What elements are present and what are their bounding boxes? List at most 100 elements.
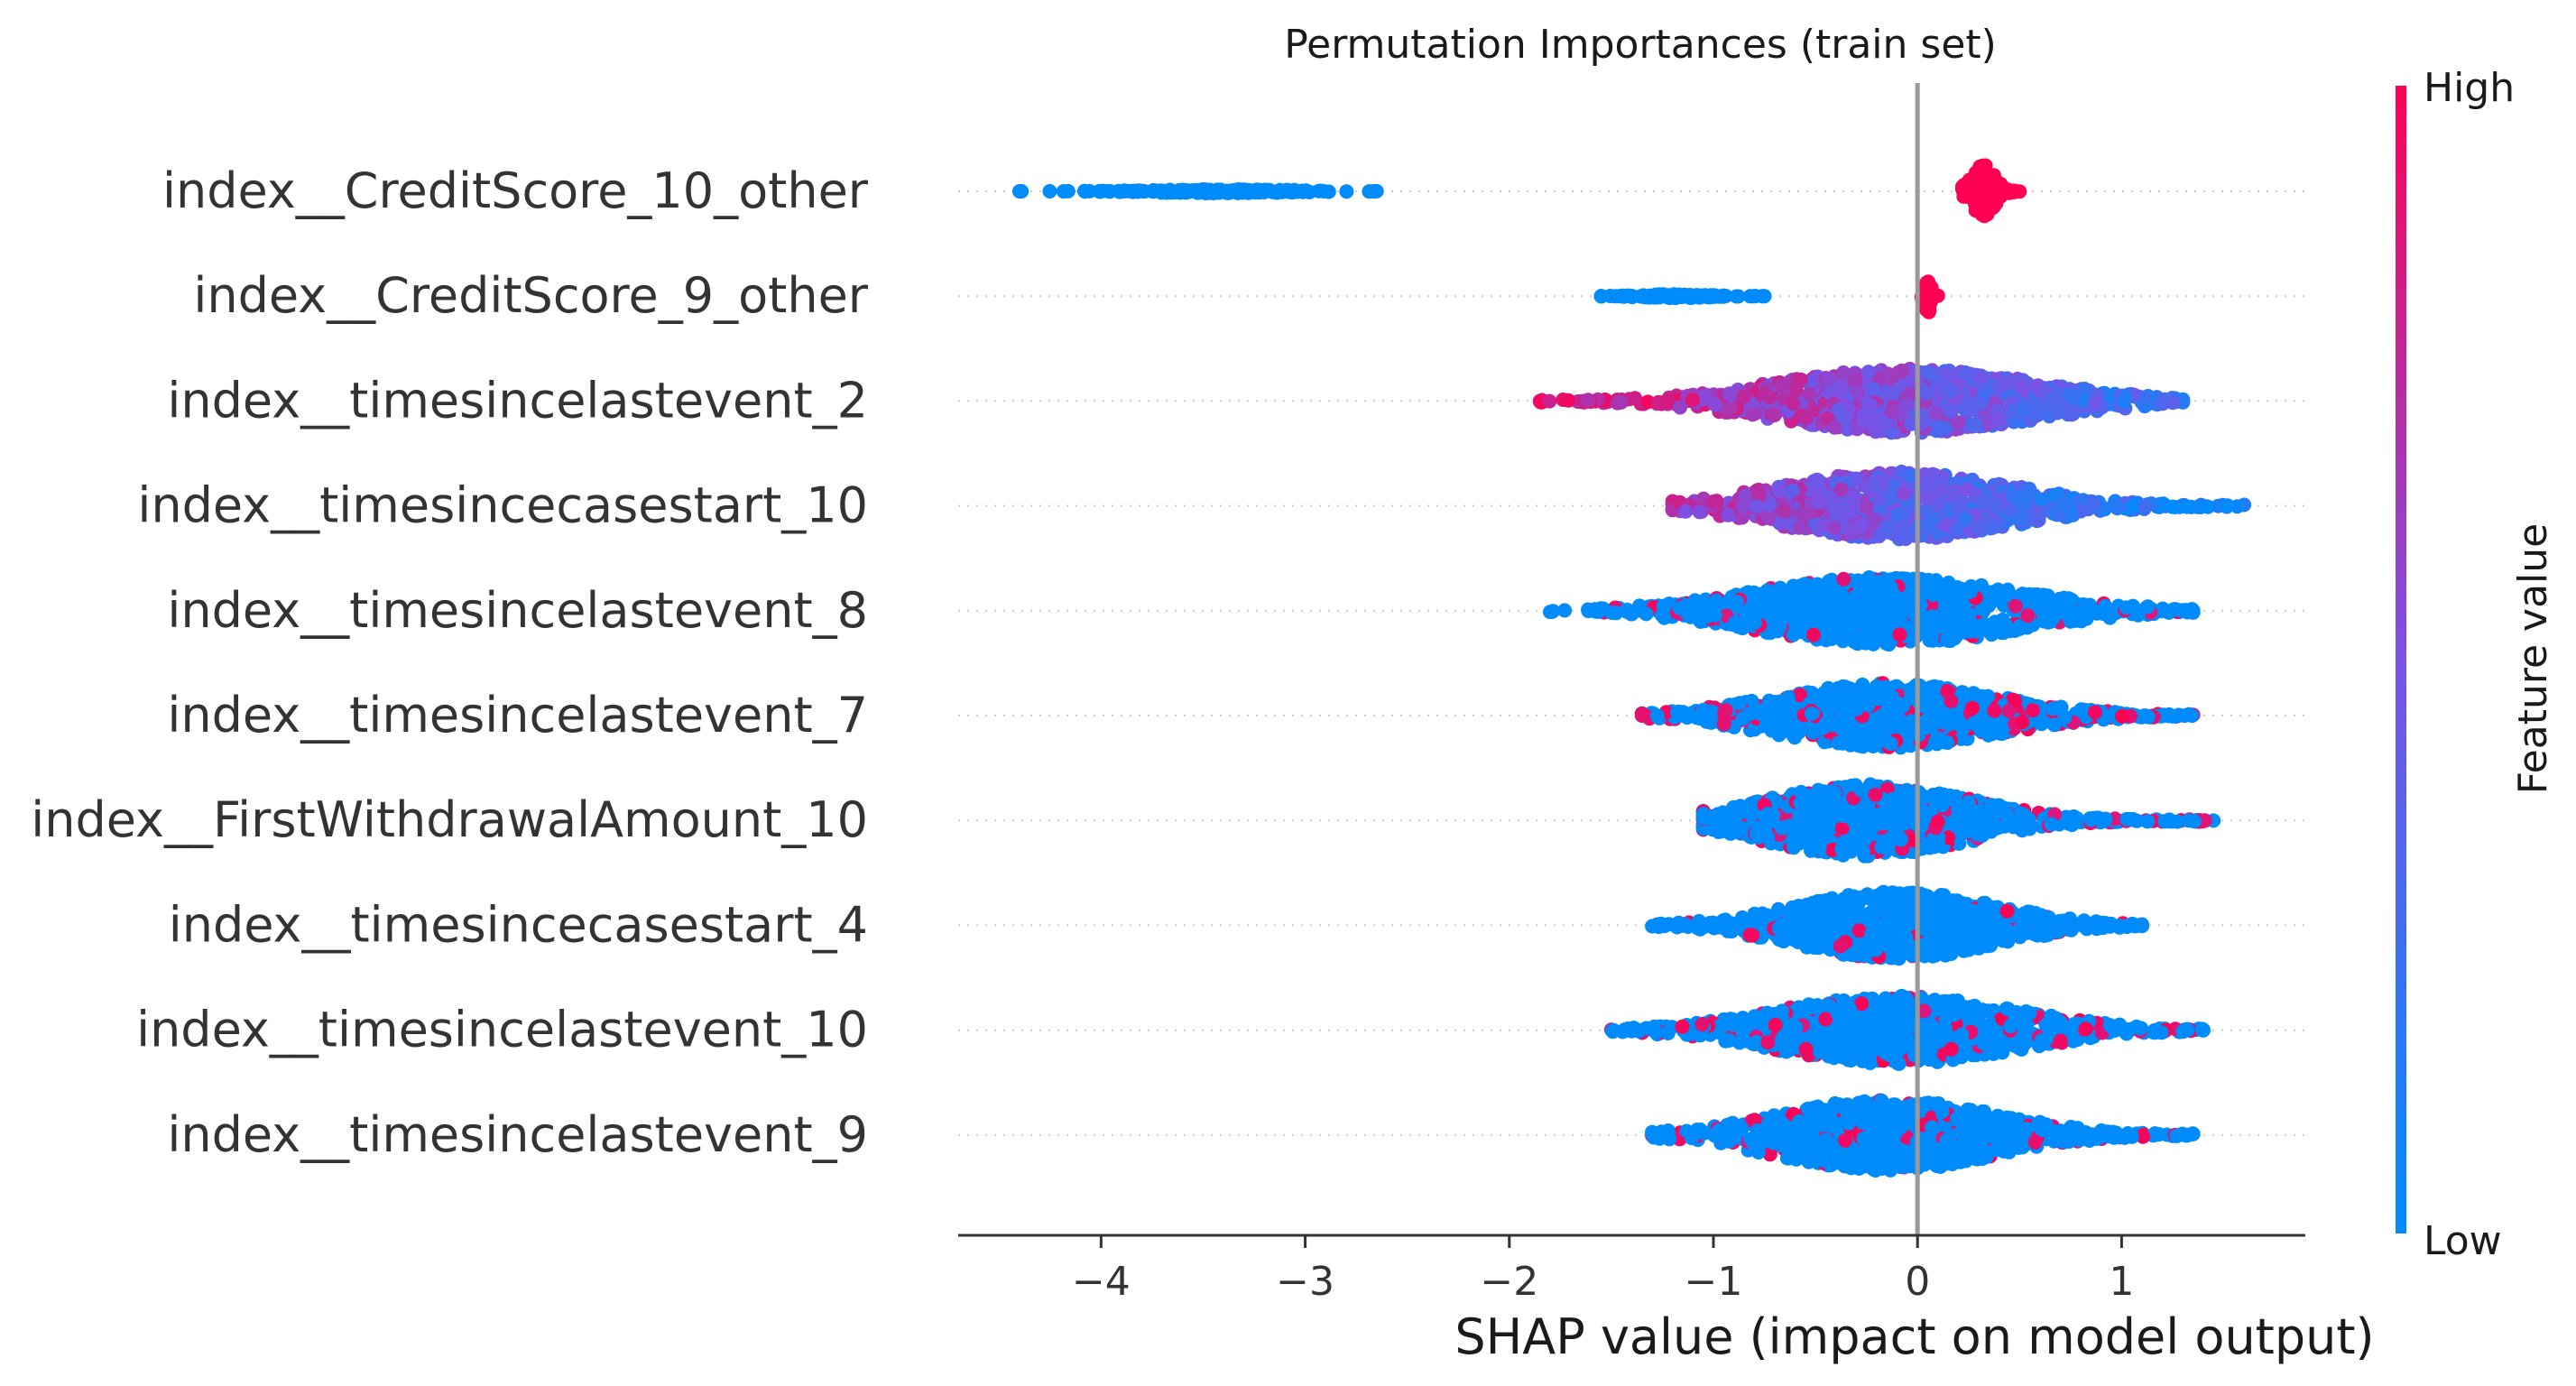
shap-point — [1863, 733, 1879, 748]
shap-point — [1981, 598, 1997, 614]
shap-point — [1649, 708, 1665, 724]
shap-point — [1951, 415, 1966, 430]
shap-point — [2157, 814, 2173, 829]
shap-point — [2098, 811, 2113, 827]
shap-point — [1867, 478, 1882, 494]
shap-point — [2013, 379, 2028, 394]
shap-point — [1980, 180, 1996, 195]
shap-point — [2130, 607, 2146, 623]
shap-point — [1826, 520, 1842, 535]
shap-point — [1657, 598, 1673, 614]
shap-point — [1944, 485, 1960, 501]
shap-point — [1738, 804, 1753, 819]
shap-point — [1928, 406, 1944, 421]
shap-point — [1634, 708, 1649, 723]
shap-point — [1673, 400, 1687, 415]
shap-point — [1940, 735, 1955, 750]
shap-point — [2118, 390, 2133, 405]
shap-point — [1266, 184, 1281, 199]
shap-point — [1918, 720, 1934, 735]
shap-point — [1973, 395, 1989, 411]
shap-point — [1695, 807, 1711, 822]
shap-point — [1716, 716, 1731, 732]
shap-point — [1890, 695, 1906, 710]
shap-point — [1869, 711, 1884, 726]
shap-point — [1925, 609, 1940, 624]
shap-point — [1955, 685, 1971, 700]
shap-point — [2049, 401, 2064, 415]
shap-point — [1919, 385, 1934, 401]
shap-point — [2064, 811, 2079, 827]
shap-point — [1812, 495, 1827, 510]
shap-point — [2063, 387, 2078, 402]
shap-point — [1321, 184, 1336, 199]
shap-point — [1891, 365, 1907, 380]
shap-point — [1809, 472, 1824, 487]
shap-point — [1137, 184, 1151, 199]
shap-point — [2141, 709, 2156, 725]
shap-point — [1657, 287, 1672, 302]
shap-point — [1672, 600, 1687, 615]
shap-point — [2012, 491, 2027, 506]
shap-point — [1789, 584, 1805, 599]
shap-point — [1934, 796, 1949, 811]
shap-point — [1860, 698, 1876, 713]
shap-point — [2087, 705, 2102, 720]
shap-point — [2032, 600, 2047, 615]
shap-point — [1117, 183, 1132, 199]
shap-point — [1855, 411, 1870, 427]
shap-point — [1557, 603, 1573, 618]
shap-point — [1794, 784, 1809, 799]
shap-point — [1835, 633, 1851, 649]
shap-point — [1805, 627, 1821, 642]
shap-point — [2184, 708, 2200, 724]
shap-point — [1881, 520, 1897, 535]
shap-point — [1969, 418, 1984, 433]
shap-point — [1958, 365, 1972, 380]
shap-point — [1198, 182, 1214, 198]
shap-point — [1772, 484, 1787, 498]
shap-point — [1928, 573, 1944, 588]
shap-point — [1670, 705, 1685, 720]
shap-point — [1245, 184, 1260, 199]
shap-point — [1862, 810, 1878, 826]
shap-point — [2045, 701, 2060, 716]
shap-point — [2027, 409, 2042, 424]
shap-point — [1362, 184, 1377, 199]
shap-point — [1961, 396, 1976, 411]
beeswarm-points — [1011, 158, 2252, 1178]
shap-point — [1944, 694, 1959, 708]
shap-point — [1848, 615, 1863, 631]
shap-point — [1721, 507, 1736, 522]
shap-point — [1874, 839, 1889, 855]
shap-point — [1836, 571, 1851, 587]
shap-point — [1823, 372, 1838, 387]
shap-point — [2021, 811, 2036, 827]
shap-point — [1735, 711, 1750, 726]
shap-point — [1595, 602, 1611, 617]
shap-point — [1983, 585, 1999, 600]
shap-point — [1811, 782, 1826, 798]
shap-point — [1937, 596, 1953, 612]
shap-point — [2221, 498, 2236, 513]
shap-point — [1947, 631, 1962, 646]
shap-point — [1802, 835, 1817, 850]
shap-point — [1639, 606, 1654, 622]
shap-point — [1710, 819, 1725, 835]
shap-point — [1777, 504, 1792, 519]
shap-point — [2137, 499, 2153, 513]
shap-point — [2186, 814, 2202, 829]
shap-point — [1989, 411, 2004, 427]
shap-point — [1924, 630, 1938, 645]
shap-point — [1581, 393, 1596, 408]
shap-point — [1678, 504, 1694, 519]
shap-point — [1014, 184, 1029, 199]
shap-point — [1760, 807, 1776, 822]
shap-point — [1960, 482, 1975, 496]
shap-point — [1932, 473, 1947, 488]
shap-point — [2045, 487, 2061, 503]
shap-point — [1951, 599, 1966, 614]
shap-point — [1846, 688, 1861, 703]
shap-point — [2014, 511, 2028, 526]
shap-point — [1092, 183, 1107, 199]
